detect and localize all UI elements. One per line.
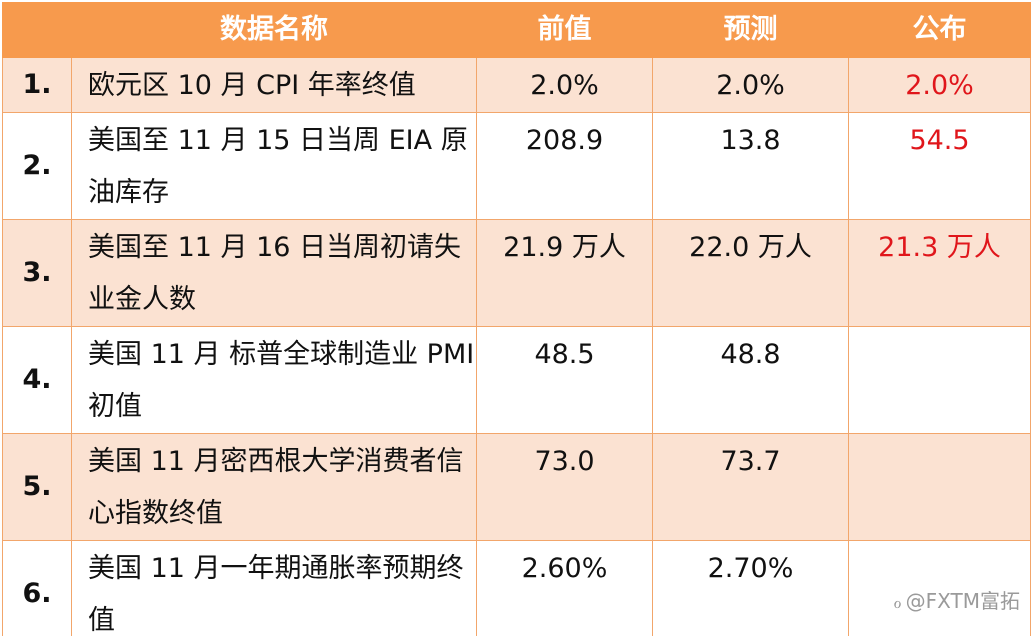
table-row: 3. 美国至 11 月 16 日当周初请失业金人数 21.9 万人 22.0 万…: [2, 219, 1031, 327]
row-published: [848, 326, 1031, 434]
row-name: 美国 11 月一年期通胀率预期终值: [71, 540, 477, 636]
row-forecast: 13.8: [652, 112, 849, 220]
watermark-text: @FXTM富拓: [905, 589, 1020, 613]
watermark-logo-icon: ℴ: [893, 592, 902, 613]
row-published: [848, 433, 1031, 541]
row-name: 美国 11 月密西根大学消费者信心指数终值: [71, 433, 477, 541]
header-index: [2, 2, 72, 58]
watermark: ℴ @FXTM富拓: [893, 585, 1020, 614]
header-previous: 前值: [476, 2, 653, 58]
row-previous: 2.0%: [476, 57, 653, 113]
row-forecast: 48.8: [652, 326, 849, 434]
row-name: 欧元区 10 月 CPI 年率终值: [71, 57, 477, 113]
row-forecast: 73.7: [652, 433, 849, 541]
row-index: 6.: [2, 540, 72, 636]
row-name: 美国 11 月 标普全球制造业 PMI 初值: [71, 326, 477, 434]
row-published: 2.0%: [848, 57, 1031, 113]
row-published: 54.5: [848, 112, 1031, 220]
row-name: 美国至 11 月 16 日当周初请失业金人数: [71, 219, 477, 327]
header-published: 公布: [848, 2, 1031, 58]
row-index: 3.: [2, 219, 72, 327]
row-published: [848, 540, 1031, 636]
row-index: 1.: [2, 57, 72, 113]
header-forecast: 预测: [652, 2, 849, 58]
row-index: 4.: [2, 326, 72, 434]
table-row: 6. 美国 11 月一年期通胀率预期终值 2.60% 2.70%: [2, 540, 1031, 636]
row-forecast: 2.0%: [652, 57, 849, 113]
row-previous: 208.9: [476, 112, 653, 220]
table-row: 1. 欧元区 10 月 CPI 年率终值 2.0% 2.0% 2.0%: [2, 57, 1031, 113]
row-index: 5.: [2, 433, 72, 541]
row-forecast: 22.0 万人: [652, 219, 849, 327]
table-row: 4. 美国 11 月 标普全球制造业 PMI 初值 48.5 48.8: [2, 326, 1031, 434]
row-published: 21.3 万人: [848, 219, 1031, 327]
row-forecast: 2.70%: [652, 540, 849, 636]
table-row: 2. 美国至 11 月 15 日当周 EIA 原油库存 208.9 13.8 5…: [2, 112, 1031, 220]
table-header-row: 数据名称 前值 预测 公布: [2, 2, 1031, 58]
row-previous: 73.0: [476, 433, 653, 541]
row-previous: 48.5: [476, 326, 653, 434]
row-previous: 21.9 万人: [476, 219, 653, 327]
row-previous: 2.60%: [476, 540, 653, 636]
table-row: 5. 美国 11 月密西根大学消费者信心指数终值 73.0 73.7: [2, 433, 1031, 541]
header-name: 数据名称: [71, 2, 477, 58]
row-name: 美国至 11 月 15 日当周 EIA 原油库存: [71, 112, 477, 220]
row-index: 2.: [2, 112, 72, 220]
